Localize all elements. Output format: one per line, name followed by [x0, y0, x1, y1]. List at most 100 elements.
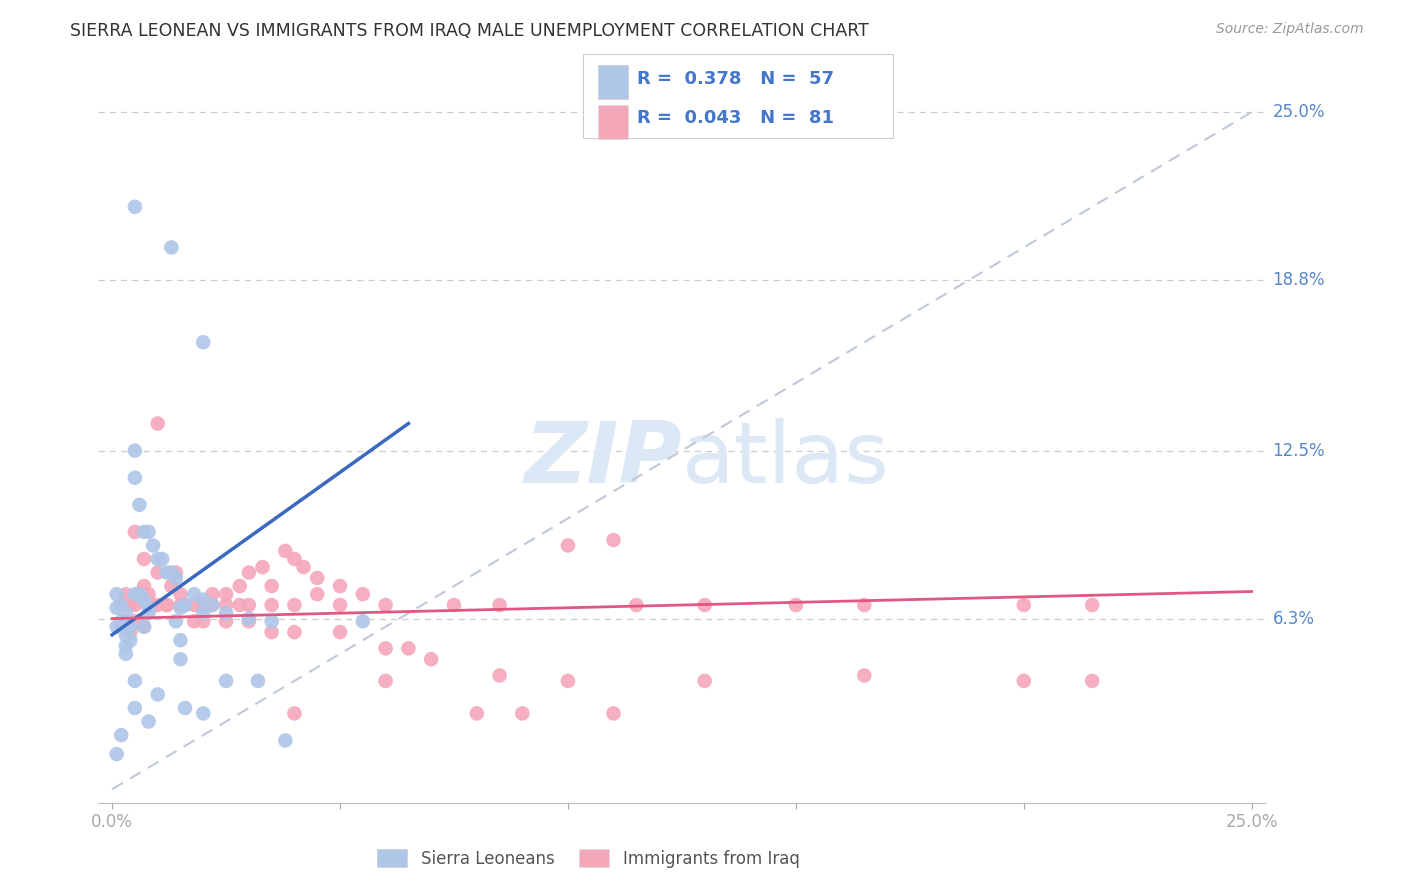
Point [110, 598, 132, 612]
Point [114, 606, 136, 620]
Point [853, 598, 876, 612]
Point [132, 620, 155, 634]
Point [374, 641, 396, 656]
Point [853, 668, 876, 682]
Point [138, 714, 160, 729]
Point [124, 587, 146, 601]
Point [146, 552, 169, 566]
Point [215, 598, 238, 612]
Text: 18.8%: 18.8% [1272, 271, 1324, 289]
Point [128, 615, 150, 629]
Point [693, 673, 716, 688]
Point [165, 571, 187, 585]
Point [512, 706, 534, 721]
Text: R =  0.043   N =  81: R = 0.043 N = 81 [637, 110, 834, 128]
Point [183, 598, 205, 612]
Point [124, 701, 146, 715]
Point [132, 524, 155, 539]
Point [114, 587, 136, 601]
Point [488, 668, 510, 682]
Point [110, 598, 132, 612]
Point [443, 598, 465, 612]
Point [238, 615, 260, 629]
Point [238, 611, 260, 625]
Point [602, 533, 624, 547]
Point [105, 587, 128, 601]
Point [201, 598, 224, 612]
Point [114, 647, 136, 661]
Point [352, 615, 374, 629]
Point [110, 620, 132, 634]
Point [128, 587, 150, 601]
Point [215, 615, 238, 629]
Point [138, 606, 160, 620]
Text: 25.0%: 25.0% [1272, 103, 1324, 121]
Point [283, 598, 305, 612]
Text: Source: ZipAtlas.com: Source: ZipAtlas.com [1216, 22, 1364, 37]
Point [215, 587, 238, 601]
Text: ZIP: ZIP [524, 417, 682, 500]
Point [374, 598, 396, 612]
Point [146, 688, 169, 702]
Point [138, 598, 160, 612]
Point [1081, 673, 1104, 688]
Point [114, 615, 136, 629]
Point [420, 652, 443, 666]
Point [132, 552, 155, 566]
Point [124, 524, 146, 539]
Text: R =  0.378   N =  57: R = 0.378 N = 57 [637, 70, 834, 87]
Point [156, 598, 179, 612]
Point [124, 471, 146, 485]
Point [193, 615, 215, 629]
Point [124, 443, 146, 458]
Point [352, 587, 374, 601]
Point [156, 566, 179, 580]
Point [246, 673, 269, 688]
Point [557, 538, 579, 552]
Point [183, 615, 205, 629]
Point [110, 728, 132, 742]
Point [274, 733, 297, 747]
Point [124, 615, 146, 629]
Point [260, 579, 283, 593]
Point [132, 579, 155, 593]
Point [329, 579, 352, 593]
Point [165, 566, 187, 580]
Point [146, 417, 169, 431]
Point [260, 625, 283, 640]
Point [193, 598, 215, 612]
Point [174, 598, 197, 612]
Point [132, 620, 155, 634]
Point [174, 701, 197, 715]
Point [238, 566, 260, 580]
Point [105, 747, 128, 761]
Point [465, 706, 488, 721]
Point [1081, 598, 1104, 612]
Point [169, 598, 191, 612]
Point [146, 566, 169, 580]
Point [215, 673, 238, 688]
Point [193, 606, 215, 620]
Point [165, 615, 187, 629]
Point [146, 598, 169, 612]
Point [120, 625, 142, 640]
Point [124, 598, 146, 612]
Point [274, 544, 297, 558]
Point [142, 538, 165, 552]
Point [307, 571, 329, 585]
Point [215, 606, 238, 620]
Point [105, 600, 128, 615]
Point [292, 560, 315, 574]
Point [307, 587, 329, 601]
Point [229, 598, 252, 612]
Point [329, 598, 352, 612]
Point [160, 240, 183, 254]
Point [193, 706, 215, 721]
Point [114, 620, 136, 634]
Point [169, 600, 191, 615]
Point [374, 673, 396, 688]
Point [138, 600, 160, 615]
Point [138, 524, 160, 539]
Point [329, 625, 352, 640]
Point [132, 592, 155, 607]
